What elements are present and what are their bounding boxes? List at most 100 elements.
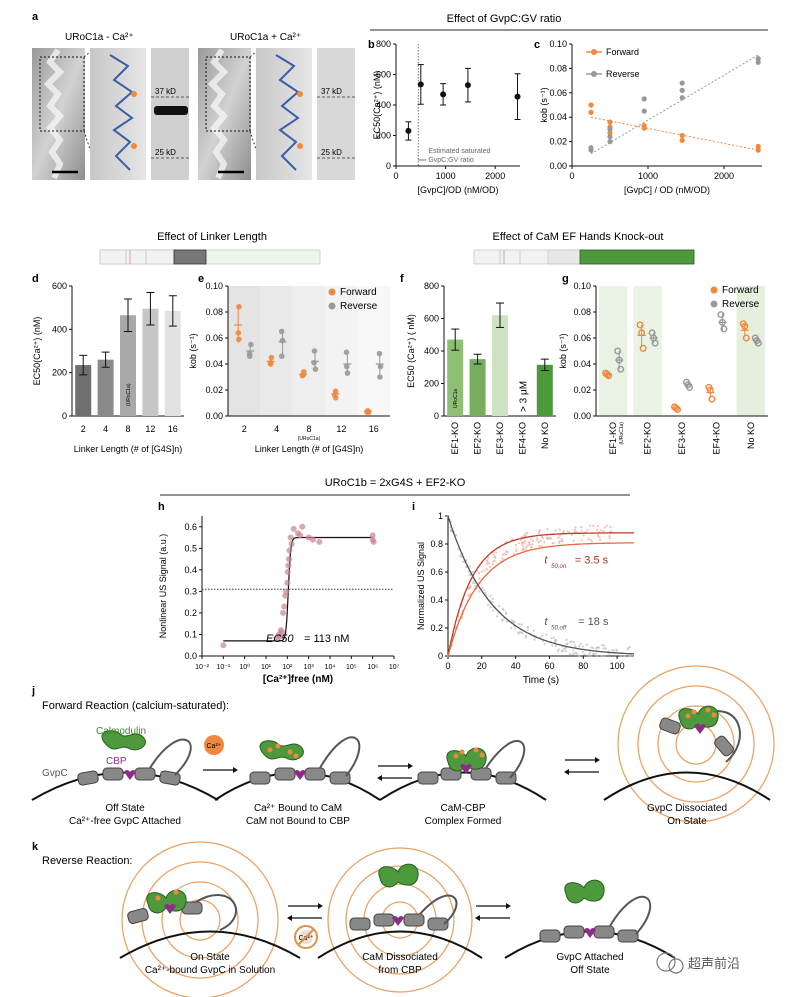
- i-point-off: [595, 652, 597, 654]
- h-point: [291, 526, 297, 532]
- e-point-reverse: [344, 350, 350, 356]
- i-point-on: [581, 530, 583, 532]
- e-point-forward: [300, 373, 306, 379]
- h-ec50-value: = 113 nM: [304, 633, 349, 645]
- c-xlabel: [GvpC] / OD (nM/OD): [624, 185, 710, 195]
- i-point-off: [527, 629, 529, 631]
- chart-h: 0.00.10.20.30.40.50.610⁻² 10⁻¹ 10⁰ 10¹ 10² 10…: [158, 516, 400, 685]
- i-xtick-label: 100: [610, 661, 625, 671]
- i-point-off: [506, 621, 508, 623]
- i-point-on: [538, 545, 540, 547]
- i-point-off: [603, 644, 605, 646]
- h-point: [371, 539, 377, 545]
- i-t50on-value: = 3.5 s: [575, 555, 609, 567]
- i-point-on: [492, 563, 494, 565]
- i-point-on: [524, 540, 526, 542]
- c-legend-marker: [591, 49, 597, 55]
- i-point-off: [465, 566, 467, 568]
- i-xtick-label: 0: [445, 661, 450, 671]
- f-bar: [537, 365, 553, 416]
- h-point: [284, 580, 290, 586]
- i-point-on: [531, 543, 533, 545]
- b-annotation-line2: GvpC:GV ratio: [428, 157, 474, 164]
- i-point-off: [563, 648, 565, 650]
- i-point-on: [523, 542, 525, 544]
- i-point-off: [517, 631, 519, 633]
- i-point-on: [573, 540, 575, 542]
- i-point-off: [573, 641, 575, 643]
- panel-k-title: Reverse Reaction:: [42, 855, 133, 867]
- c-ytick-label: 0.04: [549, 112, 567, 122]
- i-point-on: [603, 530, 605, 532]
- i-point-off: [590, 646, 592, 648]
- e-point-forward: [366, 409, 372, 415]
- chart-c: 0.000.020.040.060.080.100 1000 2000[GvpC] …: [539, 39, 762, 195]
- i-point-on: [539, 529, 541, 531]
- i-point-on: [552, 542, 554, 544]
- band-25-minus: 25 kD: [155, 148, 176, 157]
- i-point-on: [483, 570, 485, 572]
- h-xtick-label: 10²: [282, 664, 293, 671]
- i-xtick-label: 60: [544, 661, 554, 671]
- c-point-reverse: [756, 60, 761, 65]
- i-t50off-value: = 18 s: [578, 616, 609, 628]
- i-ylabel: Normalized US Signal: [416, 542, 426, 630]
- e-point-reverse: [313, 366, 319, 372]
- g-xtick-label: EF4-KO: [711, 422, 721, 455]
- h-point: [285, 563, 291, 569]
- panel-letter-d: d: [32, 273, 39, 285]
- i-point-off: [601, 655, 603, 657]
- i-point-on: [610, 530, 612, 532]
- j-state-1-line1: Off State: [105, 803, 145, 814]
- f-xtick-label: EF2-KO: [473, 422, 483, 455]
- h-xtick-label: 10⁵: [346, 664, 357, 671]
- i-point-on: [520, 539, 522, 541]
- g-category-band: [633, 286, 661, 416]
- c-point-forward: [607, 119, 612, 124]
- i-point-off: [513, 621, 515, 623]
- i-point-on: [487, 557, 489, 559]
- i-point-on: [478, 572, 480, 574]
- i-point-on: [538, 541, 540, 543]
- i-ytick-label: 0: [438, 651, 443, 661]
- c-point-forward: [680, 138, 685, 143]
- panel-j: Forward Reaction (calcium-saturated): Ca…: [32, 666, 774, 827]
- i-point-on: [486, 568, 488, 570]
- h-point: [285, 569, 291, 575]
- h-ytick-label: 0.6: [184, 522, 197, 532]
- i-point-off: [565, 639, 567, 641]
- g-xtick-label: No KO: [746, 422, 756, 449]
- chart-i: 00.20.40.60.810 20 40 60 80 100Time (s)Normal…: [416, 511, 634, 686]
- i-t50on-sub: 50,on: [551, 564, 567, 570]
- i-point-off: [525, 636, 527, 638]
- b-annotation-line1: Estimated saturated: [428, 148, 490, 155]
- i-point-off: [469, 574, 471, 576]
- gvpc-label: GvpC: [42, 768, 68, 779]
- c-legend-marker: [591, 71, 597, 77]
- e-point-reverse: [279, 353, 285, 359]
- i-point-on: [541, 536, 543, 538]
- i-point-off: [541, 635, 543, 637]
- i-point-on: [591, 541, 593, 543]
- calcium-label: Ca²⁺: [207, 743, 222, 750]
- h-ytick-label: 0.0: [184, 651, 197, 661]
- j-state-3-line1: CaM-CBP: [440, 803, 485, 814]
- i-point-on: [505, 550, 507, 552]
- c-xtick-label: 1000: [638, 171, 658, 181]
- i-point-off: [588, 653, 590, 655]
- j-state-4: GvpC Dissociated On State: [604, 666, 774, 827]
- d-ytick-label: 0: [62, 411, 67, 421]
- b-xtick-label: 0: [393, 171, 398, 181]
- i-t50off-label: t: [544, 616, 548, 628]
- b-xtick-label: 2000: [485, 171, 505, 181]
- i-point-on: [543, 541, 545, 543]
- i-point-on: [580, 526, 582, 528]
- g-xtick-label: EF1-KO: [608, 422, 618, 455]
- i-point-off: [518, 623, 520, 625]
- i-point-on: [494, 556, 496, 558]
- h-ytick-label: 0.2: [184, 608, 197, 618]
- f-ylabel: EC50 (Ca²⁺) ( nM): [406, 314, 416, 388]
- d-xtick-label: 12: [145, 424, 155, 434]
- i-point-off: [586, 644, 588, 646]
- i-point-on: [608, 535, 610, 537]
